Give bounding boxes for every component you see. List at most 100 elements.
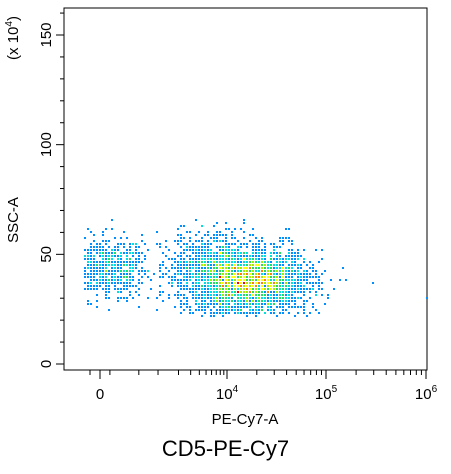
event-point xyxy=(285,270,287,272)
event-point xyxy=(252,252,254,254)
event-point xyxy=(243,297,245,299)
event-point xyxy=(174,252,176,254)
event-point xyxy=(255,261,257,263)
event-point xyxy=(201,237,203,239)
event-point xyxy=(171,285,173,287)
event-point xyxy=(327,294,329,296)
event-point xyxy=(147,297,149,299)
event-point xyxy=(216,234,218,236)
event-point xyxy=(255,252,257,254)
event-point xyxy=(291,255,293,257)
event-point xyxy=(102,261,104,263)
event-point xyxy=(294,285,296,287)
event-point xyxy=(246,315,248,317)
event-point xyxy=(123,282,125,284)
event-point xyxy=(273,282,275,284)
event-point xyxy=(240,291,242,293)
event-point xyxy=(189,270,191,272)
event-point xyxy=(426,297,428,299)
event-point xyxy=(264,312,266,314)
event-point xyxy=(171,258,173,260)
event-point xyxy=(108,282,110,284)
event-point xyxy=(213,315,215,317)
event-point xyxy=(306,276,308,278)
event-point xyxy=(216,294,218,296)
event-point xyxy=(249,285,251,287)
event-point xyxy=(159,285,161,287)
event-point xyxy=(318,312,320,314)
event-point xyxy=(150,288,152,290)
event-point xyxy=(138,252,140,254)
event-point xyxy=(327,297,329,299)
event-point xyxy=(273,285,275,287)
event-point xyxy=(201,246,203,248)
event-point xyxy=(270,267,272,269)
event-point xyxy=(282,258,284,260)
event-point xyxy=(228,291,230,293)
x-axis: 0 104 105 106 xyxy=(89,370,438,403)
event-point xyxy=(210,294,212,296)
event-point xyxy=(300,267,302,269)
event-point xyxy=(117,264,119,266)
event-point xyxy=(96,306,98,308)
event-point xyxy=(234,270,236,272)
event-point xyxy=(282,288,284,290)
event-point xyxy=(126,297,128,299)
event-point xyxy=(114,252,116,254)
event-point xyxy=(303,273,305,275)
event-point xyxy=(237,273,239,275)
event-point xyxy=(273,246,275,248)
event-point xyxy=(114,288,116,290)
event-point xyxy=(234,306,236,308)
event-point xyxy=(207,249,209,251)
event-point xyxy=(129,291,131,293)
event-point xyxy=(222,267,224,269)
event-point xyxy=(279,300,281,302)
event-point xyxy=(309,288,311,290)
event-point xyxy=(255,306,257,308)
event-point xyxy=(246,294,248,296)
event-point xyxy=(159,264,161,266)
event-point xyxy=(120,291,122,293)
event-point xyxy=(252,303,254,305)
event-point xyxy=(261,282,263,284)
event-point xyxy=(105,288,107,290)
event-point xyxy=(255,288,257,290)
event-point xyxy=(279,279,281,281)
event-point xyxy=(234,228,236,230)
event-point xyxy=(108,273,110,275)
event-point xyxy=(90,243,92,245)
event-point xyxy=(258,288,260,290)
event-point xyxy=(90,279,92,281)
event-point xyxy=(111,228,113,230)
event-point xyxy=(222,273,224,275)
event-point xyxy=(99,276,101,278)
event-point xyxy=(261,276,263,278)
event-point xyxy=(195,309,197,311)
event-point xyxy=(192,294,194,296)
event-point xyxy=(105,279,107,281)
event-point xyxy=(198,306,200,308)
y-axis: 0 50 100 150 xyxy=(38,12,64,368)
event-point xyxy=(243,285,245,287)
event-point xyxy=(210,312,212,314)
event-point xyxy=(132,264,134,266)
event-point xyxy=(303,279,305,281)
event-point xyxy=(270,294,272,296)
event-point xyxy=(249,255,251,257)
event-point xyxy=(225,261,227,263)
event-point xyxy=(204,258,206,260)
event-point xyxy=(180,267,182,269)
event-point xyxy=(93,255,95,257)
event-point xyxy=(297,273,299,275)
event-point xyxy=(273,312,275,314)
event-point xyxy=(156,297,158,299)
event-point xyxy=(204,285,206,287)
event-point xyxy=(90,246,92,248)
event-point xyxy=(240,303,242,305)
event-point xyxy=(258,267,260,269)
event-point xyxy=(240,309,242,311)
event-point xyxy=(108,255,110,257)
event-point xyxy=(204,264,206,266)
